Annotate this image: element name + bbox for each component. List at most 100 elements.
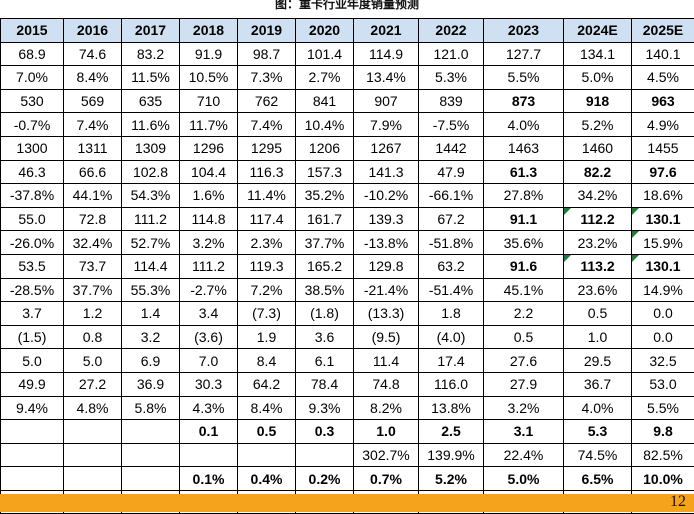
table-cell: 5.0: [64, 349, 122, 373]
table-cell: -51.8%: [419, 231, 484, 255]
table-cell: (9.5): [354, 325, 419, 349]
table-cell: 140.1: [632, 42, 694, 66]
table-cell: 3.7: [1, 302, 64, 326]
table-cell: 3.1: [484, 420, 564, 444]
table-cell: 157.3: [296, 160, 354, 184]
table-cell: 1.0: [354, 420, 419, 444]
table-cell: 5.3: [564, 420, 632, 444]
table-cell: 102.8: [122, 160, 180, 184]
table-cell: 53.0: [632, 372, 694, 396]
table-cell: 5.5%: [632, 396, 694, 420]
table-cell: 1.8: [419, 302, 484, 326]
table-cell: 130.1: [632, 207, 694, 231]
table-cell: 97.6: [632, 160, 694, 184]
table-cell: 1206: [296, 136, 354, 160]
table-cell: 121.0: [419, 42, 484, 66]
table-cell: 3.2%: [180, 231, 238, 255]
table-cell: 36.7: [564, 372, 632, 396]
table-cell: 104.4: [180, 160, 238, 184]
table-cell: 1.4: [122, 302, 180, 326]
table-cell: 18.6%: [632, 184, 694, 208]
table-cell: 44.1%: [64, 184, 122, 208]
table-cell: 72.8: [64, 207, 122, 231]
table-cell: 55.3%: [122, 278, 180, 302]
table-cell: 710: [180, 89, 238, 113]
table-cell: (7.3): [238, 302, 296, 326]
table-cell: 11.4%: [238, 184, 296, 208]
table-cell: 5.0%: [484, 467, 564, 491]
table-cell: 49.9: [1, 372, 64, 396]
table-cell: 45.1%: [484, 278, 564, 302]
table-cell: 1.0: [564, 325, 632, 349]
table-cell: 47.9: [419, 160, 484, 184]
table-cell: 15.9%: [632, 231, 694, 255]
table-cell: 38.5%: [296, 278, 354, 302]
table-cell: 64.2: [238, 372, 296, 396]
table-cell: 2.3%: [238, 231, 296, 255]
table-cell: 55.0: [1, 207, 64, 231]
table-cell: 127.7: [484, 42, 564, 66]
table-cell: 32.4%: [64, 231, 122, 255]
table-row: 9.4%4.8%5.8%4.3%8.4%9.3%8.2%13.8%3.2%4.0…: [1, 396, 694, 420]
table-cell: 17.4: [419, 349, 484, 373]
table-row: -0.7%7.4%11.6%11.7%7.4%10.4%7.9%-7.5%4.0…: [1, 113, 694, 137]
table-cell: 839: [419, 89, 484, 113]
table-cell: -10.2%: [354, 184, 419, 208]
table-cell: 1463: [484, 136, 564, 160]
table-cell: 7.4%: [64, 113, 122, 137]
table-cell: -26.0%: [1, 231, 64, 255]
table-cell: 4.0%: [564, 396, 632, 420]
table-cell: 22.4%: [484, 443, 564, 467]
table-cell: 1.9: [238, 325, 296, 349]
table-cell: 111.2: [180, 254, 238, 278]
table-cell: (1.8): [296, 302, 354, 326]
table-cell: 52.7%: [122, 231, 180, 255]
table-cell: 14.9%: [632, 278, 694, 302]
table-cell: 54.3%: [122, 184, 180, 208]
table-cell: 63.2: [419, 254, 484, 278]
table-cell: [122, 420, 180, 444]
table-cell: 13.4%: [354, 66, 419, 90]
table-cell: 129.8: [354, 254, 419, 278]
table-cell: 1309: [122, 136, 180, 160]
table-cell: 841: [296, 89, 354, 113]
table-cell: 116.0: [419, 372, 484, 396]
table-cell: 10.0%: [632, 467, 694, 491]
table-cell: 114.9: [354, 42, 419, 66]
table-cell: 130.1: [632, 254, 694, 278]
table-cell: 10.5%: [180, 66, 238, 90]
table-cell: 66.6: [64, 160, 122, 184]
table-cell: 0.4%: [238, 467, 296, 491]
table-cell: 5.2%: [564, 113, 632, 137]
table-cell: 32.5: [632, 349, 694, 373]
year-header-cell: 2024E: [564, 19, 632, 43]
table-cell: 23.6%: [564, 278, 632, 302]
table-cell: 4.3%: [180, 396, 238, 420]
table-cell: 0.1%: [180, 467, 238, 491]
table-cell: 139.3: [354, 207, 419, 231]
table-cell: 918: [564, 89, 632, 113]
table-cell: 530: [1, 89, 64, 113]
table-cell: 7.0: [180, 349, 238, 373]
table-cell: [238, 443, 296, 467]
table-cell: [1, 467, 64, 491]
table-cell: 34.2%: [564, 184, 632, 208]
table-cell: 35.2%: [296, 184, 354, 208]
table-cell: 73.7: [64, 254, 122, 278]
table-cell: -37.8%: [1, 184, 64, 208]
table-cell: [122, 443, 180, 467]
year-header-cell: 2025E: [632, 19, 694, 43]
year-header-cell: 2021: [354, 19, 419, 43]
table-cell: [1, 420, 64, 444]
table-cell: 27.9: [484, 372, 564, 396]
table-cell: -7.5%: [419, 113, 484, 137]
table-cell: [122, 467, 180, 491]
table-cell: 116.3: [238, 160, 296, 184]
table-cell: 5.8%: [122, 396, 180, 420]
table-title: 图：重卡行业年度销量预测: [0, 0, 694, 18]
year-header-cell: 2019: [238, 19, 296, 43]
